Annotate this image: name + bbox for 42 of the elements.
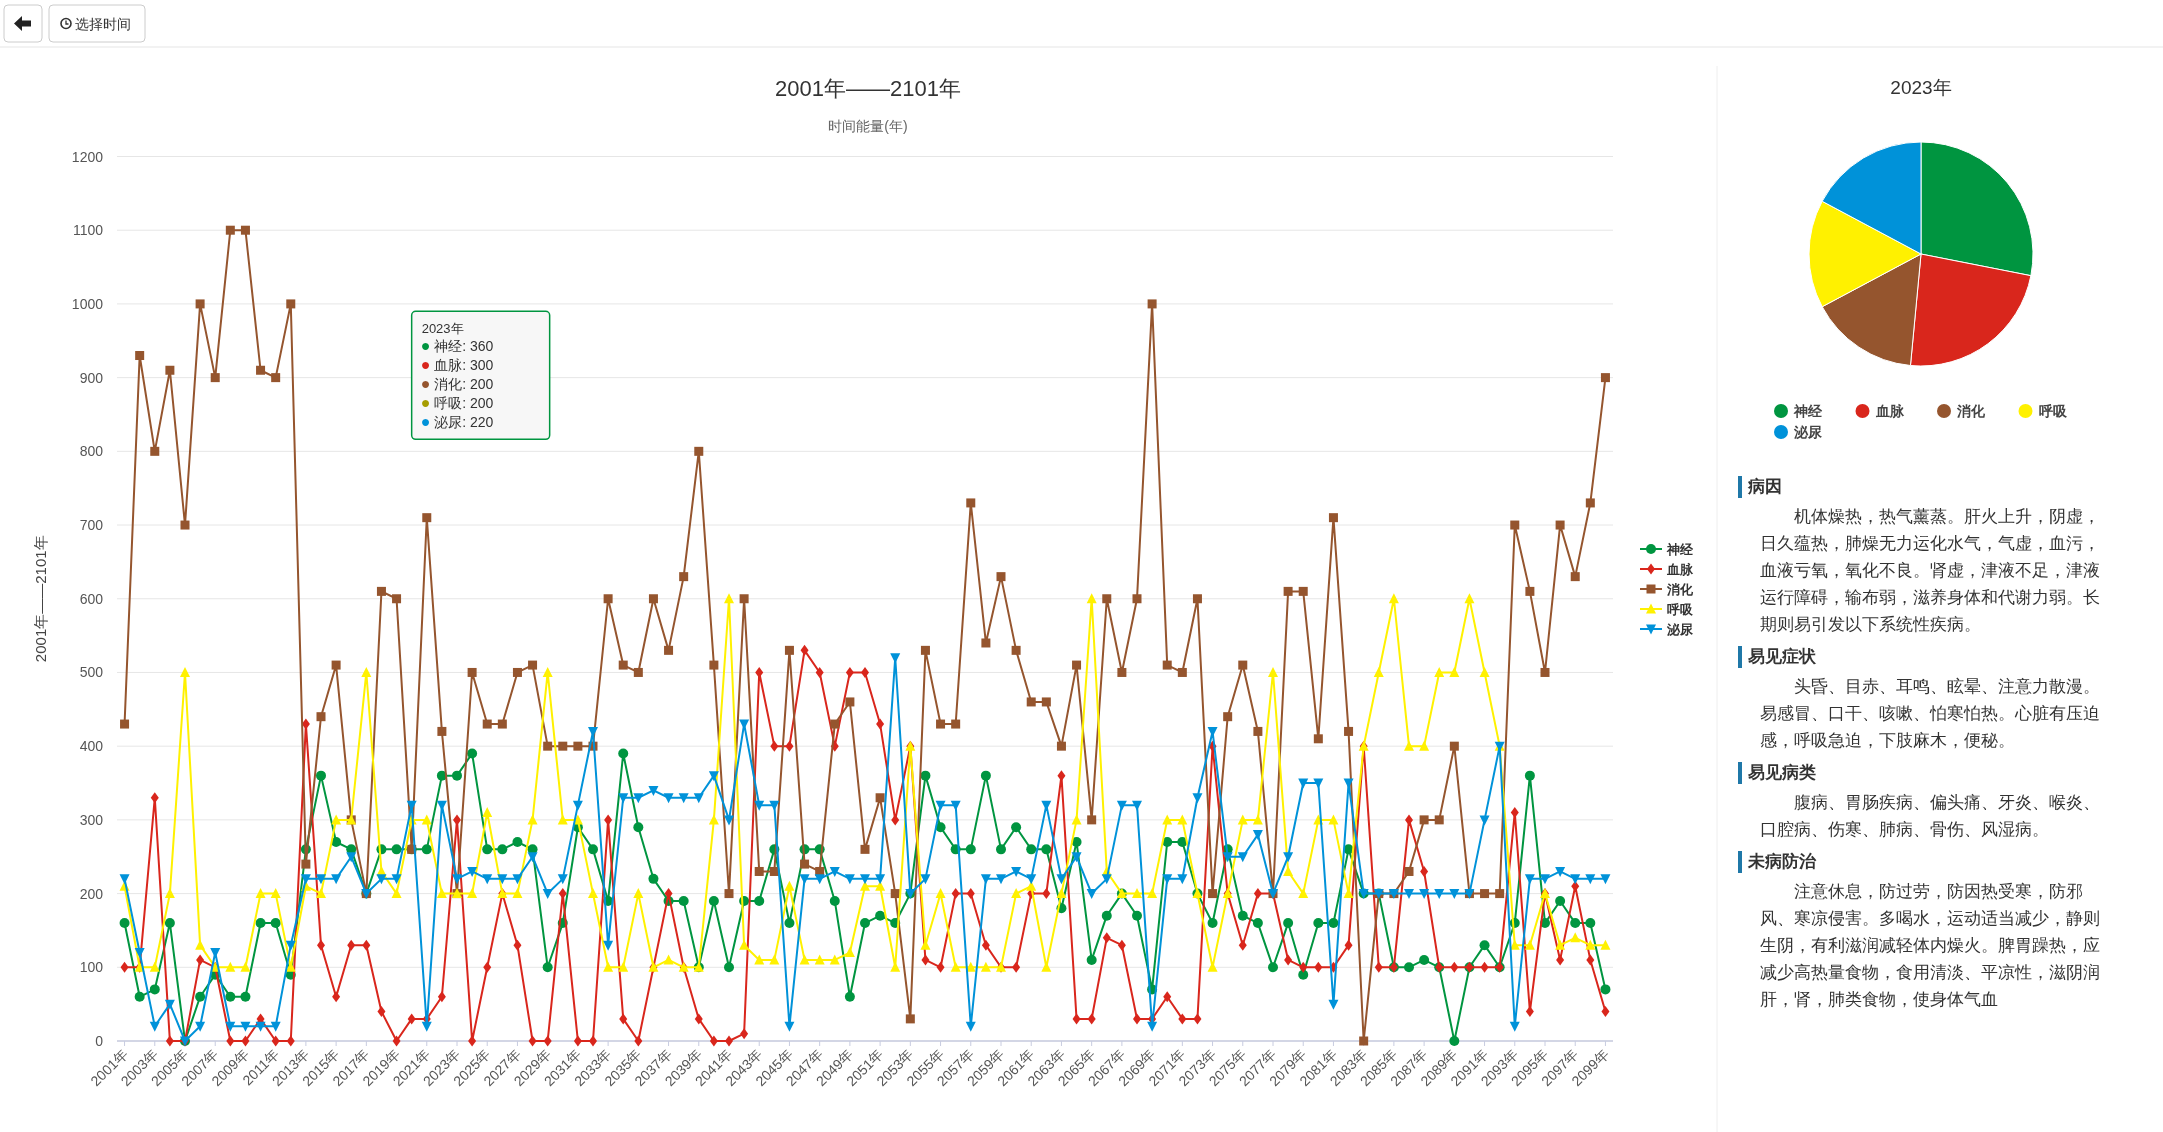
y-tick-label: 1000 xyxy=(71,295,104,312)
legend-label: 呼吸 xyxy=(1667,602,1694,617)
y-tick-label: 100 xyxy=(79,959,104,976)
y-tick-label: 800 xyxy=(79,443,104,460)
legend-label: 泌尿 xyxy=(1666,622,1694,637)
annotation: ● 呼吸: 200 xyxy=(420,394,494,412)
y-tick-label: 900 xyxy=(79,369,104,386)
y-tick-label: 1100 xyxy=(72,222,104,239)
text: 易见病类 xyxy=(1738,762,2108,784)
text: 注意休息，防过劳，防因热受寒，防邪风、寒凉侵害。多喝水，运动适当减少，静则生阴，有利滋润减轻体内燥火。脾胃躁热，应减少高热量食物，食用清淡、平凉性，滋阴润肝，肾，肺类食物，使身体气血 xyxy=(1759,881,2101,1011)
y-tick-label: 0 xyxy=(95,1033,104,1049)
text: 病因 xyxy=(1738,476,2108,498)
text: 头昏、目赤、耳鸣、眩晕、注意力散漫。易感冒、口干、咳嗽、怕寒怕热。心脏有压迫感，呼吸急迫，下肢麻木，便秘。 xyxy=(1759,676,2101,752)
legend-label: 神经 xyxy=(1666,542,1694,557)
legend-label: 血脉 xyxy=(1874,403,1905,419)
y-tick-label: 1200 xyxy=(71,148,104,165)
text: 机体燥热，热气薰蒸。肝火上升，阴虚，日久蕴热，肺燥无力运化水气，气虚，血污，血液亏氧，氧化不良。肾虚，津液不足，津液运行障碍，输布弱，滋养身体和代谢力弱。长期则易引发以下系统性疾病。 xyxy=(1759,506,2101,636)
annotation: ● 泌尿: 220 xyxy=(420,413,494,431)
y-tick-label: 400 xyxy=(79,738,104,755)
annotation: ● 神经: 360 xyxy=(420,337,494,355)
legend-label: 血脉 xyxy=(1666,562,1694,577)
legend-label: 神经 xyxy=(1793,403,1823,419)
text: 未病防治 xyxy=(1738,851,2108,873)
chart-title: 2001年——2101年 xyxy=(775,76,961,101)
legend-label: 泌尿 xyxy=(1793,424,1823,440)
legend-label: 呼吸 xyxy=(2038,403,2068,419)
annotation: ● 血脉: 300 xyxy=(420,356,494,374)
y-tick-label: 700 xyxy=(79,517,104,534)
text: 腹病、胃肠疾病、偏头痛、牙炎、喉炎、口腔病、伤寒、肺病、骨伤、风湿病。 xyxy=(1759,792,2101,841)
y-axis-title: 2001年——2101年 xyxy=(32,535,49,663)
y-tick-label: 500 xyxy=(79,664,104,681)
chart-title: 2023年 xyxy=(1890,77,1952,98)
y-tick-label: 600 xyxy=(79,590,104,607)
legend-label: 消化 xyxy=(1666,582,1694,597)
y-tick-label: 300 xyxy=(79,811,104,828)
text: 易见症状 xyxy=(1738,646,2108,668)
chart-subtitle: 时间能量(年) xyxy=(828,118,908,134)
y-tick-label: 200 xyxy=(79,885,104,902)
annotation: ● 消化: 200 xyxy=(420,375,494,393)
annotation: 2023年 xyxy=(421,321,464,337)
legend-label: 消化 xyxy=(1956,403,1986,419)
text: 选择时间 xyxy=(75,15,131,32)
